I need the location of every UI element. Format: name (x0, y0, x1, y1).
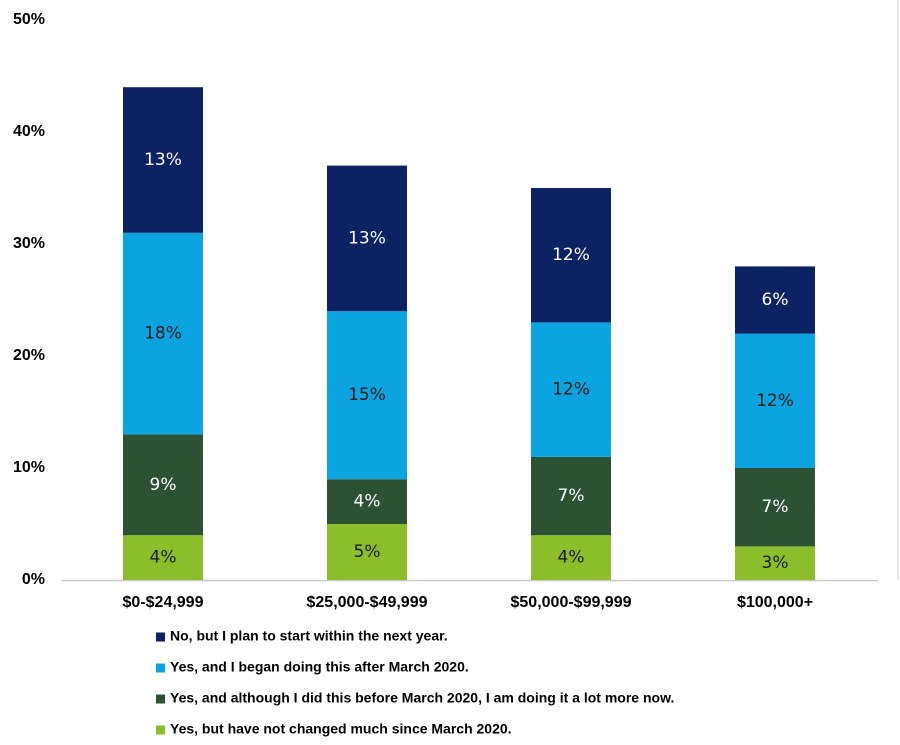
data-label: 13% (348, 228, 386, 248)
bar-segment (735, 546, 815, 580)
x-tick-label: $25,000-$49,999 (307, 594, 428, 611)
bar-segment (327, 524, 407, 580)
data-label: 5% (354, 542, 381, 562)
y-tick-label: 20% (13, 347, 45, 364)
data-label: 4% (558, 548, 585, 568)
data-label: 9% (150, 475, 177, 495)
y-tick-label: 40% (13, 123, 45, 140)
bar-segment (531, 456, 611, 536)
y-tick-label: 10% (13, 459, 45, 476)
bar-segment (327, 165, 407, 312)
bar-segment (735, 468, 815, 547)
data-label: 12% (552, 245, 590, 265)
x-tick-label: $50,000-$99,999 (511, 594, 632, 611)
bar-segment (531, 322, 611, 457)
legend-label: Yes, and I began doing this after March … (170, 659, 469, 675)
bar-segment (123, 87, 203, 233)
bar-segment (327, 479, 407, 524)
data-label: 4% (150, 548, 177, 568)
bar-segment (531, 188, 611, 323)
data-label: 7% (558, 486, 585, 506)
y-tick-label: 50% (13, 11, 45, 28)
data-label: 13% (144, 150, 182, 170)
data-label: 15% (348, 385, 386, 405)
legend-label: No, but I plan to start within the next … (170, 628, 448, 644)
bar-segment (123, 535, 203, 580)
x-tick-label: $100,000+ (737, 594, 813, 611)
data-label: 12% (756, 391, 794, 411)
legend-swatch (156, 694, 165, 704)
legend-label: Yes, but have not changed much since Mar… (170, 721, 512, 737)
bar-segment (123, 232, 203, 435)
bar-segment (735, 266, 815, 334)
y-tick-label: 0% (22, 571, 45, 588)
bar-segment (123, 434, 203, 536)
data-label: 18% (144, 324, 182, 344)
bar-segment (735, 333, 815, 468)
data-label: 3% (762, 553, 789, 573)
data-label: 6% (762, 290, 789, 310)
x-tick-label: $0-$24,999 (123, 594, 204, 611)
bar-segment (531, 535, 611, 580)
legend-label: Yes, and although I did this before Marc… (170, 690, 674, 706)
legend-swatch (156, 663, 165, 673)
legend-swatch (156, 725, 165, 735)
data-label: 12% (552, 380, 590, 400)
data-label: 7% (762, 497, 789, 517)
y-tick-label: 30% (13, 235, 45, 252)
legend-swatch (156, 632, 165, 642)
data-label: 4% (354, 492, 381, 512)
bar-segment (327, 311, 407, 480)
